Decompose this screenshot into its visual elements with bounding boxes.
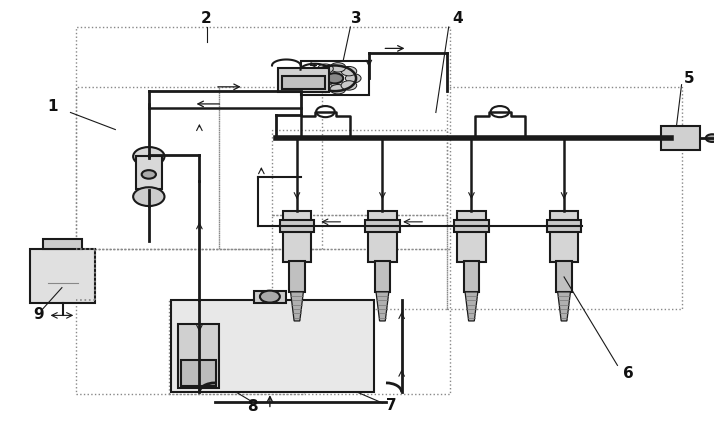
Text: 7: 7	[386, 398, 397, 413]
Bar	[272, 215, 447, 309]
Bar	[77, 27, 450, 249]
Circle shape	[310, 70, 325, 79]
Text: 8: 8	[247, 399, 258, 414]
Bar	[277, 68, 329, 92]
Bar	[447, 87, 681, 309]
Text: 2: 2	[201, 11, 212, 26]
Text: 1: 1	[47, 98, 58, 114]
Bar	[300, 61, 369, 95]
Bar	[255, 291, 286, 303]
Bar	[169, 301, 304, 394]
Circle shape	[490, 106, 509, 117]
Circle shape	[142, 170, 156, 179]
Bar	[556, 261, 572, 292]
Bar	[365, 220, 400, 232]
Circle shape	[330, 63, 346, 72]
Bar	[375, 261, 390, 292]
Text: 5: 5	[684, 71, 694, 86]
Bar	[219, 87, 322, 249]
Text: 6: 6	[623, 366, 633, 381]
Bar	[272, 129, 447, 215]
Circle shape	[341, 81, 357, 90]
Bar	[280, 220, 314, 232]
Circle shape	[133, 187, 164, 206]
Bar	[43, 239, 82, 249]
Bar	[171, 301, 374, 392]
Bar	[289, 261, 305, 292]
Bar	[661, 126, 700, 150]
Circle shape	[345, 74, 361, 83]
Bar	[77, 249, 450, 394]
Circle shape	[317, 83, 333, 92]
Circle shape	[310, 77, 325, 87]
Circle shape	[260, 291, 280, 303]
Bar	[136, 157, 162, 189]
Bar	[181, 360, 217, 386]
Polygon shape	[376, 292, 389, 321]
Bar	[77, 87, 219, 249]
Circle shape	[317, 64, 333, 74]
Bar	[368, 211, 397, 262]
Circle shape	[316, 106, 335, 117]
Circle shape	[341, 67, 357, 76]
Polygon shape	[290, 292, 303, 321]
Circle shape	[326, 73, 343, 83]
Bar	[463, 261, 479, 292]
Circle shape	[330, 85, 346, 94]
Bar	[550, 211, 578, 262]
Bar	[547, 220, 581, 232]
Bar	[457, 211, 485, 262]
Polygon shape	[558, 292, 571, 321]
Bar	[30, 249, 95, 303]
Text: 4: 4	[452, 11, 463, 26]
Bar	[178, 324, 220, 388]
Circle shape	[706, 134, 715, 142]
Circle shape	[133, 147, 164, 166]
Polygon shape	[465, 292, 478, 321]
Bar	[282, 76, 325, 89]
Text: 9: 9	[33, 307, 44, 322]
Bar	[454, 220, 488, 232]
Bar	[282, 211, 311, 262]
Text: 3: 3	[351, 11, 361, 26]
